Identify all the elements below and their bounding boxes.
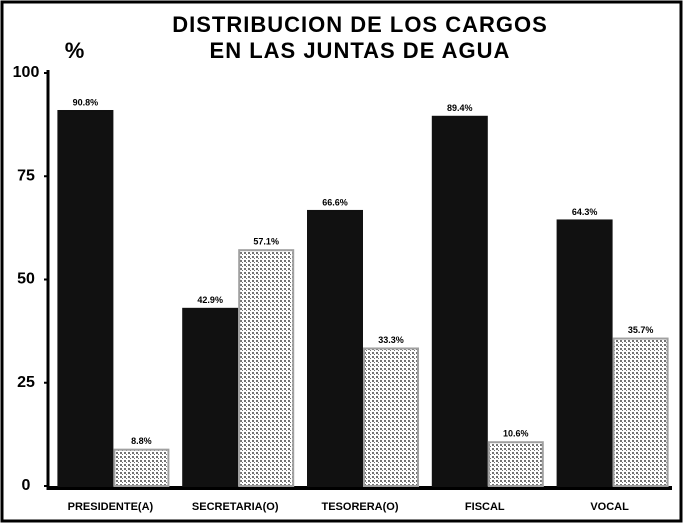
x-tick-label: TESORERA(O) — [322, 501, 399, 513]
y-tick-label: 50 — [17, 271, 35, 288]
bar — [58, 111, 112, 486]
value-label: 35.7% — [628, 325, 654, 335]
value-label: 42.9% — [197, 295, 223, 305]
chart-title: EN LAS JUNTAS DE AGUA — [210, 38, 511, 63]
value-label: 57.1% — [253, 237, 279, 247]
bar — [433, 117, 487, 486]
value-label: 10.6% — [503, 429, 529, 439]
x-tick-label: FISCAL — [465, 501, 505, 513]
value-label: 64.3% — [572, 207, 598, 217]
value-label: 33.3% — [378, 335, 404, 345]
x-tick-label: PRESIDENTE(A) — [68, 501, 154, 513]
bar — [614, 339, 668, 486]
bar — [183, 309, 237, 486]
value-label: 90.8% — [73, 97, 99, 107]
value-label: 89.4% — [447, 103, 473, 113]
bar — [364, 348, 418, 486]
bar — [558, 220, 612, 486]
y-tick-label: 0 — [22, 477, 31, 494]
value-label: 8.8% — [131, 436, 152, 446]
chart-title: DISTRIBUCION DE LOS CARGOS — [172, 12, 548, 37]
x-tick-label: SECRETARIA(O) — [192, 501, 279, 513]
bar — [489, 442, 543, 486]
y-axis-label: % — [65, 38, 86, 63]
y-tick-label: 100 — [13, 64, 40, 81]
chart: DISTRIBUCION DE LOS CARGOS EN LAS JUNTAS… — [0, 0, 683, 523]
x-tick-label: VOCAL — [590, 501, 629, 513]
bar — [239, 250, 293, 486]
value-label: 66.6% — [322, 197, 348, 207]
bar — [114, 450, 168, 486]
y-tick-label: 25 — [17, 374, 35, 391]
y-tick-label: 75 — [17, 167, 35, 184]
bar — [308, 211, 362, 486]
